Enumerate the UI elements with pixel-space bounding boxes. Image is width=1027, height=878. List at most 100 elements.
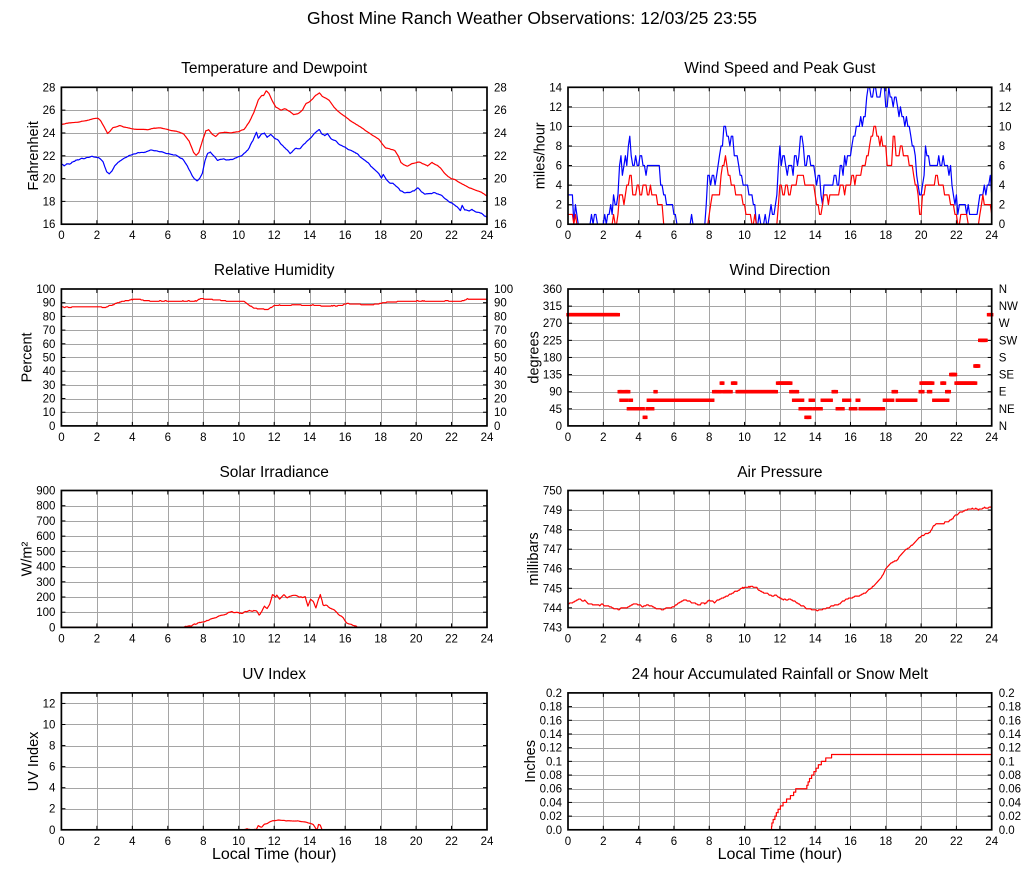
pressure-y-tick-label: 749: [543, 505, 562, 517]
wind-x-tick-label: 0: [565, 230, 571, 242]
temperature-tick-labels: 0 2 4 6 8 10 12 14 16 18 20 22 241618202224262816182…: [43, 82, 508, 242]
pressure-y-tick-label: 744: [543, 603, 563, 615]
temperature-x-tick-label: 12: [268, 230, 281, 242]
rain-x-tick-label: 16: [844, 836, 857, 848]
winddir-right-tick-label: NW: [999, 301, 1018, 313]
humidity-y-tick-label: 40: [43, 366, 56, 378]
rain-y-tick-label: 0.2: [546, 688, 562, 700]
uv-x-tick-label: 2: [94, 836, 100, 848]
wind-right-tick-label: 14: [999, 82, 1012, 94]
temperature-x-tick-label: 8: [200, 230, 206, 242]
panel-humidity-y-axis-label: Percent: [20, 332, 36, 382]
winddir-right-tick-label: S: [999, 352, 1007, 364]
temperature-y-tick-label: 20: [43, 174, 56, 186]
winddir-y-tick-label: 180: [543, 352, 562, 364]
winddir-tick-labels: 0 2 4 6 8 10 12 14 16 18 20 22 240459013518022527031…: [543, 284, 1018, 444]
panel-wind-y-axis-label: miles/hour: [533, 122, 549, 189]
temperature-x-tick-label: 6: [165, 230, 171, 242]
wind-right-tick-label: 10: [999, 121, 1012, 133]
solar-y-tick-label: 700: [36, 516, 55, 528]
rain-x-tick-label: 18: [879, 836, 892, 848]
rain-y-tick-label: 0.12: [540, 743, 562, 755]
winddir-y-tick-label: 315: [543, 301, 562, 313]
wind-x-tick-label: 14: [809, 230, 822, 242]
temperature-right-tick-label: 16: [494, 219, 507, 231]
winddir-y-tick-label: 225: [543, 335, 562, 347]
temperature-right-tick-label: 18: [494, 196, 507, 208]
solar-y-tick-label: 300: [36, 577, 55, 589]
uv-x-tick-label: 4: [129, 836, 136, 848]
rain-x-tick-label: 24: [985, 836, 998, 848]
solar-x-tick-label: 0: [58, 633, 64, 645]
wind-right-tick-label: 8: [999, 141, 1005, 153]
rain-x-tick-label: 6: [671, 836, 677, 848]
winddir-x-tick-label: 24: [985, 432, 998, 444]
pressure-y-tick-label: 748: [543, 525, 562, 537]
winddir-right-tick-label: W: [999, 318, 1010, 330]
wind-right-tick-label: 2: [999, 200, 1005, 212]
uv-grid: [61, 692, 487, 830]
solar-y-tick-label: 500: [36, 546, 55, 558]
wind-x-tick-label: 2: [600, 230, 606, 242]
rain-right-tick-label: 0.06: [999, 784, 1021, 796]
solar-border: [60, 489, 488, 629]
pressure-x-tick-label: 10: [738, 633, 751, 645]
wind-x-tick-label: 4: [635, 230, 642, 242]
uv-x-tick-label: 12: [268, 836, 281, 848]
winddir-x-tick-label: 6: [671, 432, 677, 444]
rain-y-tick-label: 0.18: [540, 702, 562, 714]
uv-x-tick-label: 20: [410, 836, 423, 848]
panel-winddir-y-axis-label: degrees: [526, 331, 542, 383]
winddir-x-tick-label: 14: [809, 432, 822, 444]
humidity-grid: [61, 289, 487, 426]
winddir-grid: [568, 289, 992, 426]
winddir-x-tick-label: 0: [565, 432, 571, 444]
humidity-right-tick-label: 40: [494, 366, 507, 378]
rain-x-tick-label: 10: [738, 836, 751, 848]
solar-y-tick-label: 400: [36, 562, 55, 574]
pressure-border: [567, 489, 993, 629]
humidity-right-tick-label: 30: [494, 380, 507, 392]
humidity-y-tick-label: 90: [43, 298, 56, 310]
rain-y-tick-label: 0.16: [540, 715, 562, 727]
humidity-right-tick-label: 50: [494, 352, 507, 364]
humidity-y-tick-label: 100: [36, 284, 55, 296]
uv-x-tick-label: 18: [374, 836, 387, 848]
humidity-y-tick-label: 0: [49, 421, 55, 433]
wind-x-tick-label: 6: [671, 230, 677, 242]
panel-uv-x-axis-label: Local Time (hour): [211, 846, 337, 864]
panel-rain-y-axis-label: Inches: [523, 740, 539, 783]
wind-y-tick-label: 8: [556, 141, 562, 153]
uv-x-tick-label: 6: [165, 836, 171, 848]
pressure-x-tick-label: 20: [915, 633, 928, 645]
pressure-x-tick-label: 0: [565, 633, 571, 645]
winddir-x-tick-label: 18: [879, 432, 892, 444]
rain-grid: [568, 692, 992, 830]
wind-right-tick-label: 4: [999, 180, 1006, 192]
panel-uv-title: UV Index: [242, 665, 307, 683]
humidity-x-tick-label: 2: [94, 432, 100, 444]
temperature-grid: [61, 87, 487, 225]
winddir-y-tick-label: 360: [543, 284, 562, 296]
humidity-border: [60, 288, 488, 427]
pressure-y-tick-label: 746: [543, 564, 562, 576]
panel-wind-plot: 0 2 4 6 8 10 12 14 16 18 20 22 240246810121402468101…: [533, 82, 1012, 242]
solar-y-tick-label: 600: [36, 531, 55, 543]
humidity-x-tick-label: 12: [268, 432, 281, 444]
humidity-right-tick-label: 60: [494, 339, 507, 351]
temperature-y-tick-label: 16: [43, 219, 56, 231]
humidity-y-tick-label: 20: [43, 394, 56, 406]
wind-right-tick-label: 6: [999, 161, 1005, 173]
solar-x-tick-label: 18: [374, 633, 387, 645]
winddir-y-tick-label: 45: [549, 404, 562, 416]
humidity-x-tick-label: 24: [481, 432, 494, 444]
relative-humidity-line: [61, 297, 487, 311]
solar-x-tick-label: 22: [445, 633, 458, 645]
uv-y-tick-label: 8: [49, 741, 55, 753]
rain-x-tick-label: 8: [706, 836, 712, 848]
uv-border: [60, 692, 488, 831]
panel-rain-title: 24 hour Accumulated Rainfall or Snow Mel…: [631, 665, 929, 683]
panel-solar-y-axis-label: W/m²: [20, 542, 36, 577]
solar-x-tick-label: 6: [165, 633, 171, 645]
panel-pressure-y-axis-label: millibars: [526, 532, 542, 585]
